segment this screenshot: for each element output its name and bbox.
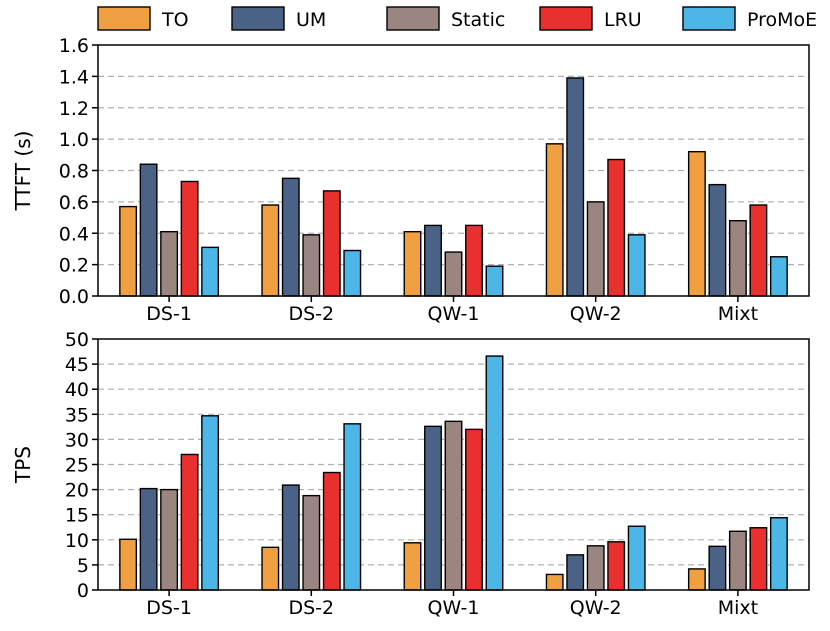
y-axis-label: TTFT (s) <box>11 131 35 212</box>
y-tick-label: 0.2 <box>59 255 89 277</box>
bar-um-mixt <box>708 545 727 591</box>
y-axis-label: TPS <box>11 446 35 484</box>
x-tick-label-mixt: Mixt <box>718 597 758 619</box>
y-tick-label: 1.4 <box>59 66 89 88</box>
tps-chart: 0 5 10 15 20 25 30 35 40 45 50 DS-1 DS-2 QW-1 QW-2 Mixt… <box>11 329 810 619</box>
bar-to-ds-1 <box>119 205 138 297</box>
bar-static-qw-2 <box>586 545 605 591</box>
bar-static-qw-1 <box>444 420 463 591</box>
bar-um-qw-1 <box>424 224 442 297</box>
bar-lru-qw-1 <box>465 428 483 591</box>
bar-um-qw-2 <box>566 554 585 591</box>
legend-swatch-lru <box>539 6 593 31</box>
bar-static-qw-1 <box>444 251 463 297</box>
y-tick-label: 1.2 <box>59 98 89 120</box>
x-tick-label-qw-1: QW-1 <box>428 303 480 325</box>
bar-um-qw-1 <box>424 425 442 591</box>
x-tick-label-ds-2: DS-2 <box>288 597 334 619</box>
bar-to-mixt <box>687 568 706 591</box>
legend-label-um: UM <box>296 9 326 31</box>
legend-label-static: Static <box>451 9 505 31</box>
bar-um-qw-2 <box>566 77 585 297</box>
bar-to-qw-2 <box>545 143 564 297</box>
bar-static-mixt <box>728 530 747 591</box>
bar-to-mixt <box>687 150 706 297</box>
bar-to-qw-1 <box>403 542 422 591</box>
legend-swatch-to <box>97 6 151 31</box>
bar-um-ds-1 <box>139 487 158 591</box>
bar-lru-qw-2 <box>607 541 626 591</box>
legend: TO UM Static LRU ProMoE <box>97 6 817 31</box>
y-tick-label: 0.8 <box>59 161 89 183</box>
bar-promoe-mixt <box>769 256 788 297</box>
bar-static-qw-2 <box>586 201 605 297</box>
y-tick-label: 25 <box>65 455 89 477</box>
y-tick-label: 20 <box>65 480 89 502</box>
y-tick-label: 0.4 <box>59 223 89 245</box>
bar-lru-qw-1 <box>465 224 483 297</box>
bar-lru-ds-1 <box>180 180 199 297</box>
y-tick-label: 5 <box>77 555 89 577</box>
y-tick-label: 45 <box>65 354 89 376</box>
bar-static-ds-2 <box>302 494 321 591</box>
bar-promoe-ds-1 <box>201 415 220 591</box>
bar-lru-mixt <box>749 204 768 297</box>
bar-um-ds-2 <box>281 484 300 591</box>
y-tick-label: 15 <box>65 505 89 527</box>
bar-promoe-qw-1 <box>485 355 504 591</box>
y-tick-label: 0.6 <box>59 192 89 214</box>
bar-to-ds-1 <box>119 538 138 591</box>
y-tick-label: 0 <box>77 580 89 602</box>
y-tick-label: 40 <box>65 379 89 401</box>
bar-lru-ds-2 <box>322 471 341 591</box>
legend-label-promoe: ProMoE <box>747 9 817 31</box>
legend-swatch-promoe <box>682 6 736 31</box>
bar-static-ds-2 <box>302 234 321 297</box>
bar-to-ds-2 <box>261 546 280 591</box>
legend-swatch-um <box>231 6 285 31</box>
bar-to-ds-2 <box>261 204 280 297</box>
bar-to-qw-2 <box>545 573 564 591</box>
y-tick-label: 50 <box>65 329 89 351</box>
bar-lru-ds-2 <box>322 190 341 297</box>
bar-to-qw-1 <box>403 230 422 297</box>
bar-um-ds-1 <box>139 163 158 297</box>
y-tick-label: 30 <box>65 429 89 451</box>
bar-um-mixt <box>708 183 727 297</box>
bar-lru-mixt <box>749 527 768 591</box>
x-tick-label-ds-1: DS-1 <box>146 303 192 325</box>
x-tick-label-ds-1: DS-1 <box>146 597 192 619</box>
bar-promoe-ds-2 <box>343 249 362 297</box>
x-tick-label-qw-2: QW-2 <box>570 597 622 619</box>
y-tick-label: 1.0 <box>59 129 89 151</box>
legend-label-to: TO <box>161 9 189 31</box>
x-tick-label-qw-1: QW-1 <box>428 597 480 619</box>
x-tick-label-ds-2: DS-2 <box>288 303 334 325</box>
bar-static-ds-1 <box>160 488 179 591</box>
y-tick-label: 0.0 <box>59 286 89 308</box>
bar-promoe-mixt <box>769 517 788 591</box>
bar-promoe-qw-2 <box>627 234 646 297</box>
y-tick-label: 1.6 <box>59 35 89 57</box>
y-tick-label: 10 <box>65 530 89 552</box>
bar-promoe-ds-2 <box>343 423 362 591</box>
bar-um-ds-2 <box>281 177 300 297</box>
bar-lru-ds-1 <box>180 453 199 591</box>
legend-label-lru: LRU <box>604 9 642 31</box>
ttft-chart: 0.0 0.2 0.4 0.6 0.8 1.0 1.2 1.4 1.6 DS-1 DS-2 QW-1 Q… <box>11 35 810 325</box>
bar-promoe-qw-2 <box>627 525 646 591</box>
bar-static-ds-1 <box>160 230 179 297</box>
legend-swatch-static <box>386 6 440 31</box>
bar-lru-qw-2 <box>607 158 626 297</box>
x-tick-label-qw-2: QW-2 <box>570 303 622 325</box>
bar-static-mixt <box>728 219 747 297</box>
bar-promoe-qw-1 <box>485 265 504 297</box>
x-tick-label-mixt: Mixt <box>718 303 758 325</box>
y-tick-label: 35 <box>65 404 89 426</box>
bar-promoe-ds-1 <box>201 246 220 297</box>
